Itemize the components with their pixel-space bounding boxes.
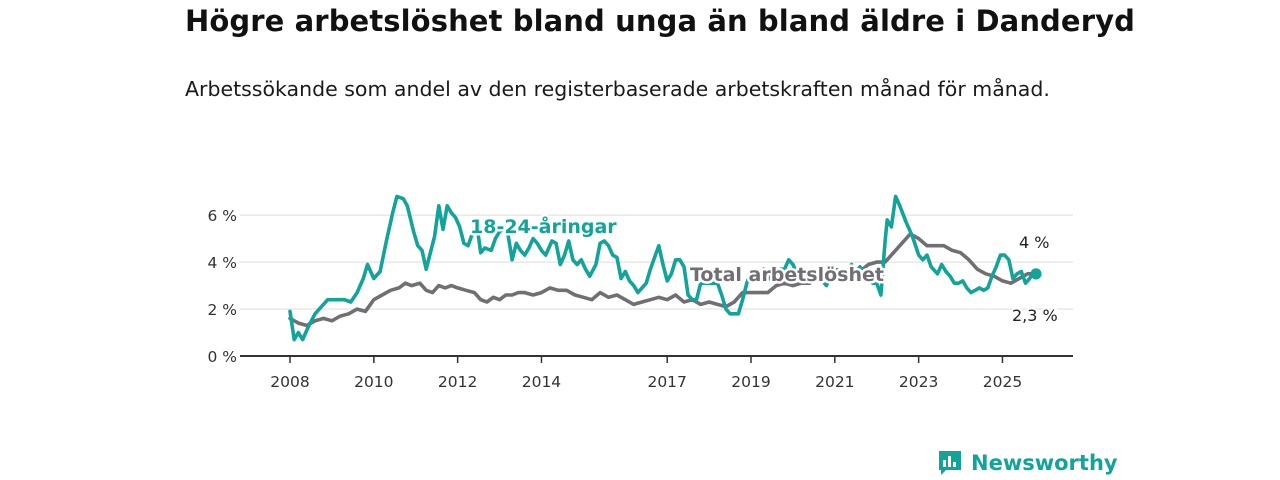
- chart-subtitle: Arbetssökande som andel av den registerb…: [185, 77, 1050, 101]
- x-tick-label: 2017: [647, 373, 686, 391]
- x-tick-label: 2008: [270, 373, 309, 391]
- end-point-youth: [1030, 268, 1042, 280]
- series-line-youth: [288, 194, 1038, 342]
- x-tick-label: 2025: [983, 373, 1022, 391]
- series-line-total: [288, 232, 1038, 328]
- end-label-youth: 2,3 %: [1012, 306, 1058, 325]
- newsworthy-logo-text: Newsworthy: [971, 451, 1118, 475]
- y-tick-label: 2 %: [207, 301, 237, 319]
- newsworthy-logo[interactable]: Newsworthy: [937, 449, 1118, 477]
- y-tick-label: 6 %: [207, 207, 237, 225]
- x-tick-label: 2019: [731, 373, 770, 391]
- chart-title: Högre arbetslöshet bland unga än bland ä…: [185, 4, 1135, 38]
- y-tick-label: 0 %: [207, 348, 237, 366]
- x-tick-label: 2021: [815, 373, 854, 391]
- newsworthy-logo-icon: [939, 451, 961, 475]
- end-label-total: 4 %: [1019, 233, 1049, 252]
- x-tick-label: 2010: [354, 373, 393, 391]
- series-label-total: Total arbetslöshet: [690, 264, 884, 286]
- series-label-youth: 18-24-åringar: [470, 214, 617, 238]
- y-tick-label: 4 %: [207, 254, 237, 272]
- x-tick-label: 2012: [438, 373, 477, 391]
- x-tick-label: 2023: [899, 373, 938, 391]
- x-tick-label: 2014: [522, 373, 561, 391]
